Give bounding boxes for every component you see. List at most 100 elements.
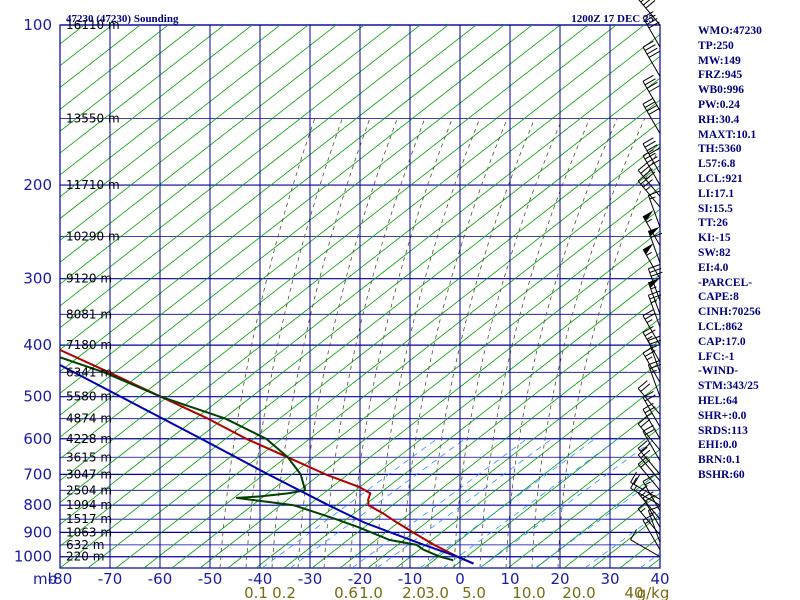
height-level-label: 11710 m bbox=[66, 178, 120, 192]
mixing-ratio-tick-label: 0.1 bbox=[244, 584, 268, 600]
dry-adiabat bbox=[0, 22, 32, 568]
mixing-ratio-tick-label: 10.0 bbox=[512, 584, 545, 600]
temperature-tick-label: -70 bbox=[98, 570, 123, 588]
dry-adiabat bbox=[60, 25, 309, 220]
dry-adiabat bbox=[60, 25, 561, 416]
dry-adiabat bbox=[0, 22, 60, 568]
wind-barb bbox=[642, 97, 661, 134]
sounding-index-item: CAP:17.0 bbox=[698, 335, 746, 348]
dry-adiabat bbox=[87, 121, 660, 568]
dry-adiabat bbox=[60, 25, 505, 372]
isotherms bbox=[59, 25, 661, 568]
sounding-index-item: EI:4.0 bbox=[698, 261, 729, 274]
pressure-tick-label: 900 bbox=[23, 523, 52, 541]
height-level-label: 7180 m bbox=[66, 338, 112, 352]
dry-adiabat bbox=[60, 25, 197, 132]
dry-adiabat bbox=[60, 25, 281, 198]
mixing-ratio-unit: g/kg bbox=[637, 584, 670, 600]
wind-barb bbox=[637, 440, 661, 475]
wind-barb bbox=[642, 309, 661, 346]
temperature-tick-label: -80 bbox=[48, 570, 73, 588]
dry-adiabat bbox=[60, 25, 393, 285]
dry-adiabat bbox=[760, 22, 800, 568]
sounding-index-item: SI:15.5 bbox=[698, 202, 733, 215]
temperature-tick-label: 40 bbox=[650, 570, 669, 588]
wind-barb bbox=[647, 226, 663, 263]
height-level-label: 9120 m bbox=[66, 272, 112, 286]
height-level-label: 1063 m bbox=[66, 525, 112, 539]
dry-adiabat bbox=[788, 22, 800, 568]
pressure-tick-label: 800 bbox=[23, 496, 52, 514]
moist-adiabat bbox=[557, 144, 660, 568]
mixing-ratio-line bbox=[289, 438, 466, 568]
moist-adiabat bbox=[271, 118, 371, 568]
sounding-index-item: MAXT:10.1 bbox=[698, 128, 757, 141]
wind-barb bbox=[642, 475, 661, 512]
temperature-tick-label: -30 bbox=[298, 570, 323, 588]
pressure-tick-label: 300 bbox=[23, 270, 52, 288]
dry-adiabat bbox=[60, 25, 337, 241]
sounding-index-item: TH:5360 bbox=[698, 143, 742, 156]
dry-adiabat bbox=[283, 274, 660, 568]
dry-adiabats bbox=[0, 22, 800, 568]
dry-adiabat bbox=[60, 25, 449, 329]
chart-title: 47230 (47230) Sounding bbox=[66, 13, 179, 25]
dry-adiabat bbox=[535, 470, 660, 568]
dry-adiabat bbox=[451, 405, 660, 568]
chart-subtitle: 1200Z 17 DEC 25 bbox=[571, 13, 654, 25]
sounding-index-item: TT:26 bbox=[698, 217, 728, 230]
wind-barb bbox=[642, 40, 661, 77]
moist-adiabat bbox=[427, 118, 536, 568]
mixing-ratio-tick-label: 2.0 bbox=[402, 584, 426, 600]
sounding-index-item: FRZ:945 bbox=[698, 69, 743, 82]
temperature-tick-label: -20 bbox=[348, 570, 373, 588]
dry-adiabat bbox=[60, 25, 645, 482]
moist-adiabat bbox=[297, 118, 398, 568]
x-axis-unit: mb bbox=[33, 570, 57, 588]
sounding-index-item: CINH:70256 bbox=[698, 306, 761, 319]
sounding-index-item: LCL:921 bbox=[698, 172, 743, 185]
sounding-index-item: SHR+:0.0 bbox=[698, 409, 747, 422]
moist-adiabat bbox=[453, 118, 563, 568]
moist-adiabat bbox=[479, 118, 591, 568]
wind-barbs bbox=[630, 0, 663, 558]
sounding-index-item: STM:343/25 bbox=[698, 380, 759, 393]
mixing-ratio-line bbox=[534, 475, 660, 568]
moist-adiabat bbox=[323, 118, 426, 568]
dry-adiabat bbox=[115, 143, 660, 568]
pressure-tick-label: 1000 bbox=[14, 548, 52, 566]
wind-barb bbox=[647, 190, 661, 228]
dry-adiabat bbox=[60, 25, 589, 438]
mixing-ratio-line bbox=[261, 438, 438, 568]
wind-barb bbox=[637, 415, 661, 451]
sounding-index-item: TP:250 bbox=[698, 39, 734, 52]
sounding-index-item: LFC:-1 bbox=[698, 350, 735, 363]
pressure-tick-label: 700 bbox=[23, 465, 52, 483]
temperature-tick-label: -40 bbox=[248, 570, 273, 588]
dewpoint-profile-line bbox=[60, 356, 454, 562]
dry-adiabat bbox=[60, 25, 421, 307]
wind-barb bbox=[647, 290, 662, 328]
temperature-tick-label: 0 bbox=[455, 570, 465, 588]
sounding-index-item: SW:82 bbox=[698, 246, 731, 259]
sounding-index-item: PW:0.24 bbox=[698, 98, 740, 111]
dry-adiabat bbox=[60, 25, 225, 154]
wind-barb bbox=[642, 424, 661, 462]
wind-barb bbox=[642, 243, 661, 279]
sounding-index-item: SRDS:113 bbox=[698, 424, 748, 437]
dry-adiabat bbox=[60, 25, 617, 460]
height-level-label: 1517 m bbox=[66, 512, 112, 526]
sounding-index-item: MW:149 bbox=[698, 54, 741, 67]
mixing-ratio-tick-label: 1.0 bbox=[359, 584, 383, 600]
sounding-indices-list: WMO:47230 TP:250 MW:149 FRZ:945 WB0:996 PW:0.… bbox=[698, 24, 762, 483]
temperature-tick-label: -50 bbox=[198, 570, 223, 588]
dry-adiabat bbox=[199, 208, 660, 568]
wind-barb bbox=[642, 137, 661, 174]
temperature-tick-label: -10 bbox=[398, 570, 423, 588]
wind-barb bbox=[638, 0, 661, 26]
dry-adiabat bbox=[0, 22, 4, 568]
profile-lines bbox=[60, 348, 474, 565]
pressure-tick-label: 100 bbox=[23, 16, 52, 34]
height-level-label: 13550 m bbox=[66, 112, 120, 126]
